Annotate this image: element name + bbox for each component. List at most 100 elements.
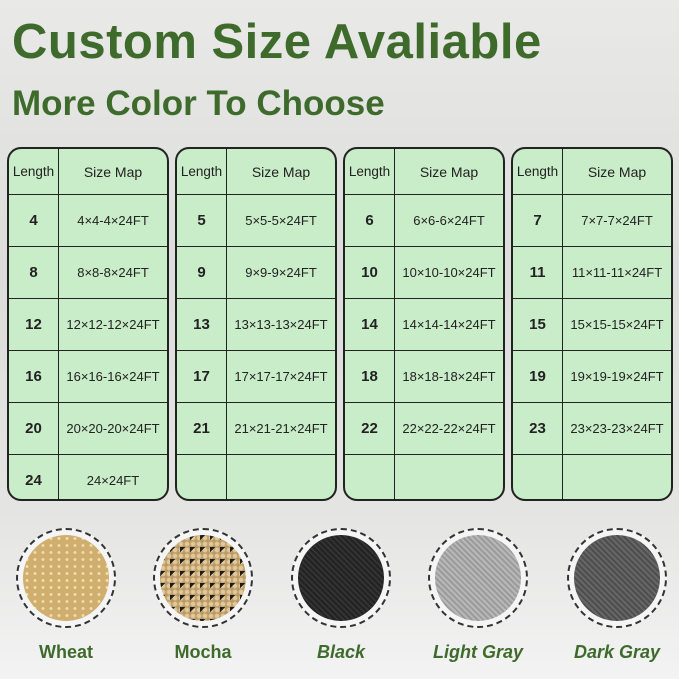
length-cell: 15 (513, 299, 563, 350)
size-cell: 14×14-14×24FT (402, 317, 496, 332)
length-header: Length (345, 149, 395, 194)
size-cell: 18×18-18×24FT (402, 369, 496, 384)
swatch-image (298, 535, 384, 621)
table-row: 4 4×4-4×24FT (9, 194, 167, 246)
length-cell: 21 (177, 403, 227, 454)
size-cell: 5×5-5×24FT (245, 213, 317, 228)
color-label: Wheat (39, 642, 93, 662)
size-cell: 23×23-23×24FT (570, 421, 664, 436)
color-swatch-mocha (153, 528, 253, 628)
color-swatch-wheat (16, 528, 116, 628)
table-row: 21 21×21-21×24FT (177, 402, 335, 454)
table-row: 17 17×17-17×24FT (177, 350, 335, 402)
subtitle: More Color To Choose (12, 84, 385, 123)
table-row (513, 454, 671, 499)
length-cell: 19 (513, 351, 563, 402)
length-header: Length (513, 149, 563, 194)
size-table: Length Size Map 4 4×4-4×24FT 8 8×8-8×24FT 12 12… (7, 147, 169, 501)
color-swatch-black (291, 528, 391, 628)
length-cell: 4 (9, 195, 59, 246)
table-row: 9 9×9-9×24FT (177, 246, 335, 298)
size-cell (227, 455, 335, 499)
length-cell: 22 (345, 403, 395, 454)
size-table: Length Size Map 7 7×7-7×24FT 11 11×11-11×24FT… (511, 147, 673, 501)
length-cell: 13 (177, 299, 227, 350)
table-row: 22 22×22-22×24FT (345, 402, 503, 454)
size-cell: 8×8-8×24FT (77, 265, 149, 280)
color-label: Mocha (174, 642, 232, 662)
length-cell: 14 (345, 299, 395, 350)
swatch-image (160, 535, 246, 621)
table-row: 5 5×5-5×24FT (177, 194, 335, 246)
table-row (177, 454, 335, 499)
size-cell: 7×7-7×24FT (581, 213, 653, 228)
size-cell: 6×6-6×24FT (413, 213, 485, 228)
length-cell (345, 455, 395, 499)
color-label: Black (316, 642, 366, 662)
table-header: Length Size Map (513, 149, 671, 194)
swatch-image (23, 535, 109, 621)
length-cell: 23 (513, 403, 563, 454)
size-cell: 15×15-15×24FT (570, 317, 664, 332)
table-row (345, 454, 503, 499)
table-row: 8 8×8-8×24FT (9, 246, 167, 298)
length-cell (513, 455, 563, 499)
table-row: 23 23×23-23×24FT (513, 402, 671, 454)
size-cell: 21×21-21×24FT (234, 421, 328, 436)
table-row: 19 19×19-19×24FT (513, 350, 671, 402)
length-cell: 10 (345, 247, 395, 298)
size-map-header: Size Map (587, 163, 647, 180)
length-cell: 16 (9, 351, 59, 402)
size-cell: 16×16-16×24FT (66, 369, 160, 384)
size-cell: 12×12-12×24FT (66, 317, 160, 332)
size-cell: 9×9-9×24FT (245, 265, 317, 280)
size-cell: 13×13-13×24FT (234, 317, 328, 332)
title: Custom Size Avaliable (12, 15, 542, 69)
color-label: Light Gray (432, 642, 523, 662)
color-swatch-dark-gray (567, 528, 667, 628)
size-cell: 10×10-10×24FT (402, 265, 496, 280)
length-cell: 8 (9, 247, 59, 298)
table-row: 16 16×16-16×24FT (9, 350, 167, 402)
size-cell: 20×20-20×24FT (66, 421, 160, 436)
size-cell (395, 455, 503, 499)
length-header: Length (9, 149, 59, 194)
table-row: 20 20×20-20×24FT (9, 402, 167, 454)
length-cell: 18 (345, 351, 395, 402)
length-cell: 24 (9, 455, 59, 499)
size-cell: 17×17-17×24FT (234, 369, 328, 384)
length-cell: 11 (513, 247, 563, 298)
table-row: 6 6×6-6×24FT (345, 194, 503, 246)
size-cell: 22×22-22×24FT (402, 421, 496, 436)
table-row: 15 15×15-15×24FT (513, 298, 671, 350)
length-cell: 9 (177, 247, 227, 298)
size-cell: 24×24FT (86, 473, 140, 488)
size-cell: 19×19-19×24FT (570, 369, 664, 384)
color-label: Dark Gray (573, 642, 661, 662)
size-cell (563, 455, 671, 499)
table-row: 14 14×14-14×24FT (345, 298, 503, 350)
size-map-header: Size Map (251, 163, 311, 180)
table-row: 18 18×18-18×24FT (345, 350, 503, 402)
table-row: 24 24×24FT (9, 454, 167, 499)
table-row: 12 12×12-12×24FT (9, 298, 167, 350)
size-table: Length Size Map 5 5×5-5×24FT 9 9×9-9×24FT 13 13… (175, 147, 337, 501)
length-cell: 6 (345, 195, 395, 246)
length-cell: 12 (9, 299, 59, 350)
swatch-image (435, 535, 521, 621)
length-cell: 20 (9, 403, 59, 454)
length-cell (177, 455, 227, 499)
table-header: Length Size Map (177, 149, 335, 194)
color-swatch-light-gray (428, 528, 528, 628)
length-cell: 5 (177, 195, 227, 246)
table-row: 10 10×10-10×24FT (345, 246, 503, 298)
table-header: Length Size Map (345, 149, 503, 194)
swatch-image (574, 535, 660, 621)
table-row: 13 13×13-13×24FT (177, 298, 335, 350)
length-cell: 7 (513, 195, 563, 246)
length-header: Length (177, 149, 227, 194)
length-cell: 17 (177, 351, 227, 402)
table-row: 7 7×7-7×24FT (513, 194, 671, 246)
size-cell: 4×4-4×24FT (77, 213, 149, 228)
size-table: Length Size Map 6 6×6-6×24FT 10 10×10-10×24FT… (343, 147, 505, 501)
